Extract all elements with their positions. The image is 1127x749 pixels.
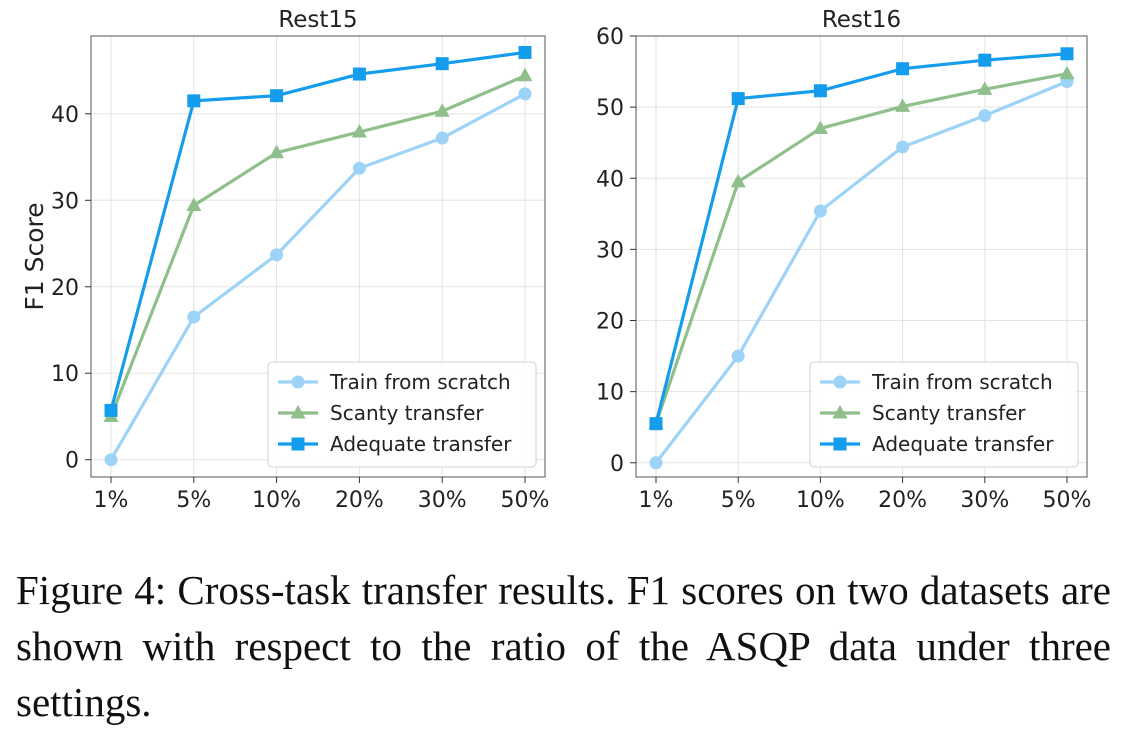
data-point xyxy=(270,248,284,262)
y-axis-label: F1 Score xyxy=(20,202,49,310)
legend-marker xyxy=(290,405,306,419)
data-point xyxy=(896,140,910,154)
data-point xyxy=(435,131,449,145)
y-tick-label: 0 xyxy=(610,452,624,477)
data-point xyxy=(186,197,202,211)
data-point xyxy=(435,57,449,71)
x-tick-label: 20% xyxy=(335,488,384,513)
data-point xyxy=(731,349,745,363)
data-point xyxy=(978,109,992,123)
series-line xyxy=(109,92,526,461)
x-tick-label: 30% xyxy=(960,488,1009,513)
y-tick-label: 30 xyxy=(51,189,79,214)
data-point xyxy=(813,84,827,98)
data-point xyxy=(649,417,663,431)
legend-label: Adequate transfer xyxy=(872,432,1054,456)
legend-label: Train from scratch xyxy=(871,370,1053,394)
x-tick-label: 50% xyxy=(501,488,550,513)
legend: Train from scratch Scanty transfer Adequat… xyxy=(267,361,537,468)
chart-panel-1: 0 10 20 30 40 1% 5% 10% 20% 30% 50% Rest15 F1 Score T… xyxy=(20,7,549,513)
series-line xyxy=(654,72,1068,425)
series-3 xyxy=(649,47,1074,431)
data-point xyxy=(812,120,828,134)
legend-marker xyxy=(291,437,305,451)
data-point xyxy=(351,123,367,138)
y-tick-label: 30 xyxy=(596,238,624,263)
data-point xyxy=(518,87,532,101)
data-point xyxy=(434,103,450,117)
data-point xyxy=(978,53,992,67)
data-point xyxy=(649,456,663,470)
y-tick-label: 60 xyxy=(596,25,624,50)
data-point xyxy=(1060,47,1074,61)
data-point xyxy=(896,62,910,76)
y-tick-label: 20 xyxy=(51,276,79,301)
data-point xyxy=(187,94,201,108)
legend-label: Adequate transfer xyxy=(330,432,512,456)
y-tick-label: 40 xyxy=(596,167,624,192)
data-point xyxy=(517,67,533,82)
chart-panel-2: 0 10 20 30 40 50 60 1% 5% 10% 20% 30% 50% Rest16 Train… xyxy=(596,7,1091,513)
y-tick-label: 40 xyxy=(51,103,79,128)
series-line xyxy=(654,52,1068,425)
data-point xyxy=(269,144,285,159)
data-point xyxy=(187,310,201,324)
data-point xyxy=(813,204,827,218)
y-tick-label: 50 xyxy=(596,96,624,121)
data-point xyxy=(352,161,366,175)
x-tick-label: 5% xyxy=(721,488,756,513)
series-2 xyxy=(103,67,533,422)
legend-label: Scanty transfer xyxy=(330,401,484,425)
figure: 0 10 20 30 40 1% 5% 10% 20% 30% 50% Rest15 F1 Score T… xyxy=(20,7,1091,513)
x-tick-label: 50% xyxy=(1043,488,1092,513)
series-line xyxy=(109,74,526,418)
legend-marker xyxy=(833,437,847,451)
data-point xyxy=(1059,65,1075,80)
data-point xyxy=(104,453,118,467)
data-point xyxy=(104,403,118,417)
y-tick-label: 10 xyxy=(596,381,624,406)
series-1 xyxy=(649,75,1074,470)
x-tick-label: 10% xyxy=(252,488,301,513)
data-point xyxy=(731,92,745,106)
legend-marker xyxy=(291,375,305,389)
legend-marker xyxy=(832,405,848,419)
x-tick-label: 1% xyxy=(639,488,674,513)
plot-frame xyxy=(90,35,546,478)
data-point xyxy=(730,173,746,188)
legend-box xyxy=(809,361,1079,468)
legend-box xyxy=(267,361,537,468)
data-point xyxy=(352,67,366,81)
legend-label: Train from scratch xyxy=(329,370,511,394)
y-tick-label: 0 xyxy=(65,449,79,474)
plot-frame xyxy=(635,35,1088,478)
data-point xyxy=(518,45,532,59)
x-tick-label: 20% xyxy=(878,488,927,513)
data-point xyxy=(895,98,911,112)
chart-title: Rest16 xyxy=(822,7,901,33)
series-1 xyxy=(104,87,532,467)
series-3 xyxy=(104,45,532,417)
x-tick-label: 1% xyxy=(94,488,129,513)
data-point xyxy=(977,81,993,95)
data-point xyxy=(270,89,284,103)
legend-marker xyxy=(833,375,847,389)
x-tick-label: 30% xyxy=(418,488,467,513)
x-tick-label: 10% xyxy=(796,488,845,513)
x-tick-label: 5% xyxy=(176,488,211,513)
legend: Train from scratch Scanty transfer Adequat… xyxy=(809,361,1079,468)
figure-caption: Figure 4: Cross-task transfer results. F… xyxy=(16,567,1111,725)
legend-label: Scanty transfer xyxy=(872,401,1026,425)
y-tick-label: 20 xyxy=(596,310,624,335)
series-line xyxy=(109,50,526,411)
series-line xyxy=(654,80,1068,464)
y-tick-label: 10 xyxy=(51,362,79,387)
chart-title: Rest15 xyxy=(278,7,357,33)
